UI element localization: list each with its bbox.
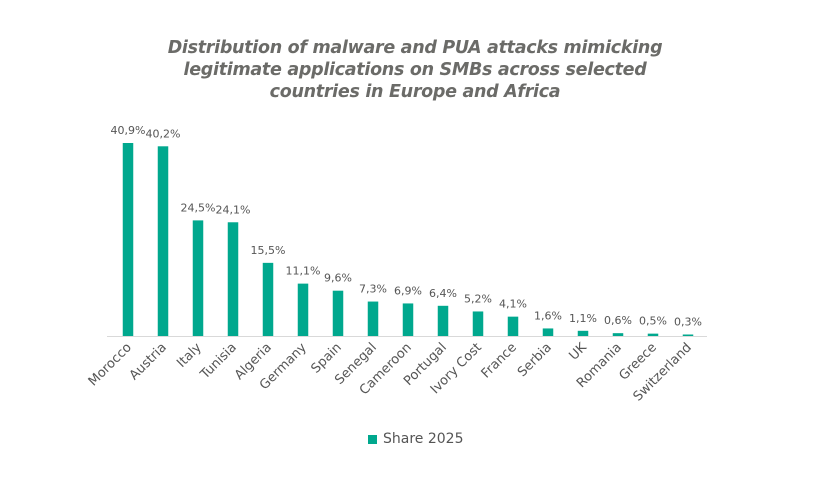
bar-austria xyxy=(157,146,169,336)
value-label: 40,2% xyxy=(146,127,181,140)
value-label: 5,2% xyxy=(464,292,492,305)
bar-senegal xyxy=(367,301,379,336)
value-label: 0,5% xyxy=(639,315,667,328)
value-label: 40,9% xyxy=(111,124,146,137)
bar-uk xyxy=(577,330,589,336)
value-label: 9,6% xyxy=(324,272,352,285)
value-label: 6,4% xyxy=(429,287,457,300)
category-label: Austria xyxy=(127,340,170,383)
bar-algeria xyxy=(262,262,274,336)
value-label: 24,5% xyxy=(181,201,216,214)
bar-greece xyxy=(647,333,659,336)
legend-swatch xyxy=(368,434,377,444)
bar-portugal xyxy=(437,305,449,336)
legend: Share 2025 xyxy=(368,431,463,447)
bar-france xyxy=(507,316,519,336)
value-labels-group: 40,9% 40,2% 24,5% 24,1% 15,5%11,1%9,6% 7,3% 6,… xyxy=(111,124,702,329)
bar-tunisia xyxy=(227,222,239,336)
value-label: 15,5% xyxy=(251,244,286,257)
value-label: 1,1% xyxy=(569,312,597,325)
category-label: Italy xyxy=(174,340,205,371)
value-label: 0,3% xyxy=(674,316,702,329)
chart-title: Distribution of malware and PUA attacks … xyxy=(167,38,663,102)
bar-spain xyxy=(332,290,344,336)
bar-ivory-cost xyxy=(472,311,484,336)
bar-romania xyxy=(612,333,624,336)
bar-morocco xyxy=(122,143,134,336)
bars-group xyxy=(122,143,694,336)
category-label: UK xyxy=(566,340,590,364)
value-label: 11,1% xyxy=(286,265,321,278)
bar-serbia xyxy=(542,328,554,336)
legend-label: Share 2025 xyxy=(383,431,464,447)
value-label: 6,9% xyxy=(394,284,422,297)
bar-germany xyxy=(297,283,309,336)
bar-cameroon xyxy=(402,303,414,336)
value-label: 24,1% xyxy=(216,203,251,216)
value-label: 0,6% xyxy=(604,314,632,327)
value-label: 4,1% xyxy=(499,298,527,311)
category-label: Morocco xyxy=(86,340,135,389)
category-label: Serbia xyxy=(515,340,555,380)
bar-switzerland xyxy=(682,334,694,336)
bar-italy xyxy=(192,220,204,336)
category-label: France xyxy=(479,340,520,381)
category-label: Tunisia xyxy=(197,340,240,383)
value-label: 7,3% xyxy=(359,283,387,296)
value-label: 1,6% xyxy=(534,309,562,322)
